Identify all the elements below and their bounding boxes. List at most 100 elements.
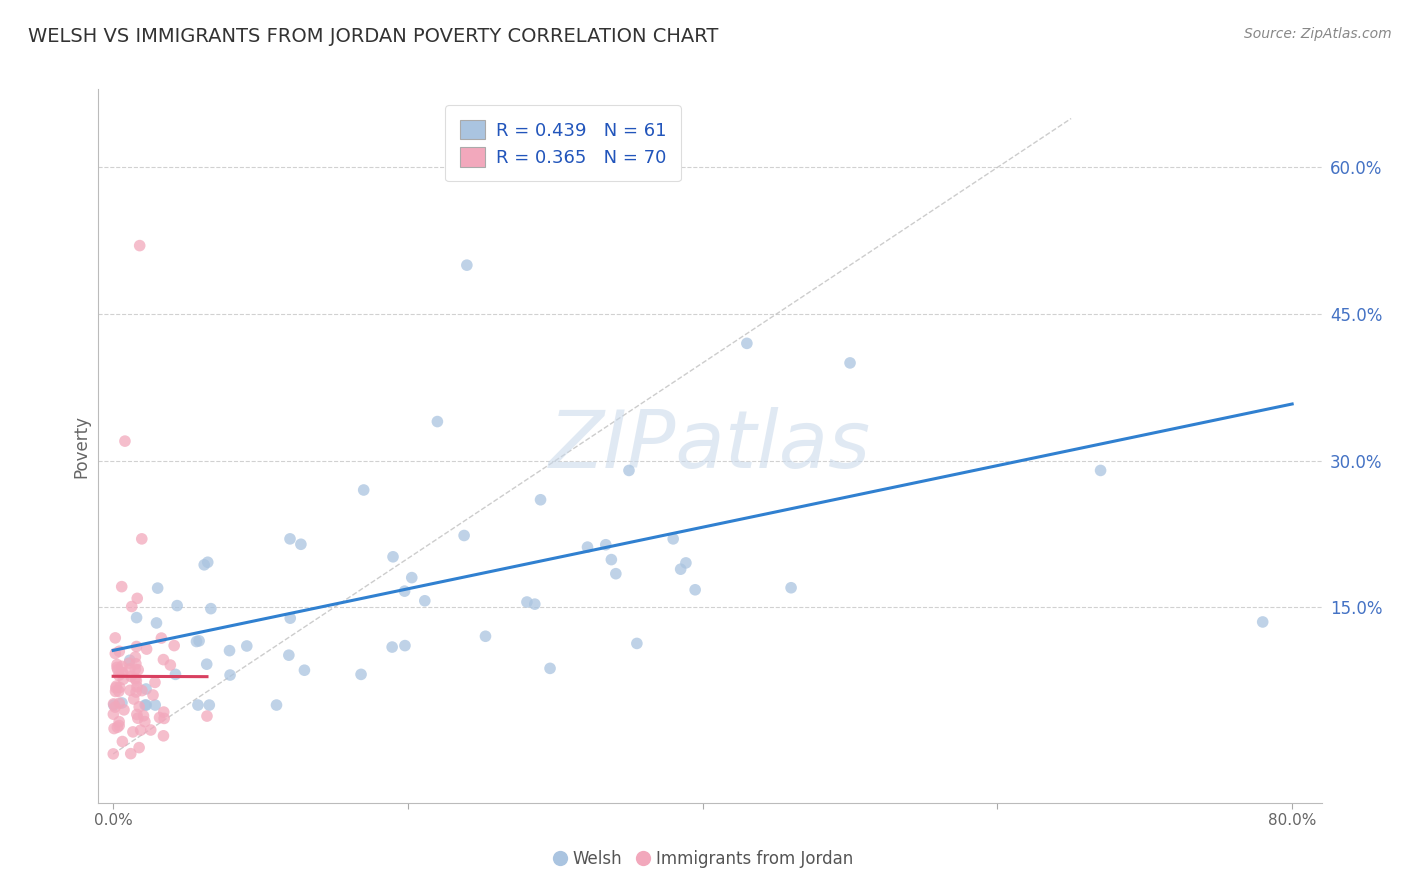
Point	[124, 662, 146, 676]
Point	[103, 707, 125, 722]
Point	[132, 708, 155, 723]
Point	[197, 555, 219, 569]
Point	[135, 681, 157, 696]
Point	[146, 581, 169, 595]
Point	[193, 558, 215, 572]
Point	[195, 709, 218, 723]
Point	[382, 549, 405, 564]
Point	[111, 580, 134, 594]
Point	[453, 528, 475, 542]
Point	[595, 538, 617, 552]
Point	[544, 161, 567, 175]
Point	[153, 711, 176, 725]
Text: Source: ZipAtlas.com: Source: ZipAtlas.com	[1244, 27, 1392, 41]
Point	[839, 356, 862, 370]
Point	[134, 714, 156, 729]
Text: WELSH VS IMMIGRANTS FROM JORDAN POVERTY CORRELATION CHART: WELSH VS IMMIGRANTS FROM JORDAN POVERTY …	[28, 27, 718, 45]
Point	[236, 639, 259, 653]
Point	[125, 680, 148, 694]
Point	[394, 584, 416, 599]
Point	[516, 595, 538, 609]
Point	[103, 697, 125, 711]
Point	[143, 675, 166, 690]
Point	[105, 660, 128, 674]
Point	[125, 640, 148, 654]
Point	[626, 636, 648, 650]
Text: ZIPatlas: ZIPatlas	[548, 407, 872, 485]
Point	[148, 710, 170, 724]
Point	[122, 692, 145, 706]
Point	[104, 647, 127, 661]
Point	[617, 463, 640, 477]
Point	[1090, 463, 1112, 477]
Point	[166, 599, 188, 613]
Point	[576, 540, 599, 554]
Point	[294, 663, 316, 677]
Point	[188, 633, 211, 648]
Point	[105, 720, 128, 734]
Point	[128, 238, 150, 252]
Point	[600, 552, 623, 566]
Point	[111, 659, 134, 673]
Point	[125, 707, 148, 722]
Point	[266, 698, 288, 712]
Point	[108, 718, 131, 732]
Point	[124, 672, 146, 686]
Legend: R = 0.439   N = 61, R = 0.365   N = 70: R = 0.439 N = 61, R = 0.365 N = 70	[446, 105, 681, 181]
Point	[143, 698, 166, 712]
Point	[108, 668, 131, 682]
Point	[127, 591, 149, 606]
Legend: Welsh, Immigrants from Jordan: Welsh, Immigrants from Jordan	[546, 844, 860, 875]
Point	[456, 258, 478, 272]
Point	[152, 705, 174, 719]
Point	[108, 714, 131, 729]
Point	[131, 532, 153, 546]
Point	[129, 723, 152, 738]
Point	[187, 698, 209, 712]
Point	[125, 673, 148, 688]
Point	[125, 610, 148, 624]
Point	[127, 711, 149, 725]
Point	[131, 683, 153, 698]
Point	[218, 643, 240, 657]
Point	[683, 582, 706, 597]
Point	[125, 685, 148, 699]
Point	[605, 566, 627, 581]
Point	[529, 492, 551, 507]
Point	[150, 631, 173, 645]
Point	[1251, 615, 1274, 629]
Point	[135, 642, 157, 657]
Point	[108, 681, 131, 695]
Point	[780, 581, 803, 595]
Point	[198, 698, 221, 712]
Point	[195, 657, 218, 672]
Point	[125, 657, 148, 671]
Point	[353, 483, 375, 497]
Point	[104, 681, 127, 695]
Point	[111, 696, 134, 710]
Point	[277, 648, 299, 662]
Point	[103, 722, 125, 736]
Point	[128, 699, 150, 714]
Point	[139, 723, 162, 737]
Point	[118, 662, 141, 676]
Point	[107, 684, 129, 698]
Point	[127, 663, 149, 677]
Point	[134, 698, 156, 712]
Point	[186, 634, 208, 648]
Point	[120, 747, 142, 761]
Point	[675, 556, 697, 570]
Point	[350, 667, 373, 681]
Point	[108, 696, 131, 710]
Y-axis label: Poverty: Poverty	[72, 415, 90, 477]
Point	[112, 703, 135, 717]
Point	[381, 640, 404, 654]
Point	[165, 667, 187, 681]
Point	[120, 683, 142, 698]
Point	[290, 537, 312, 551]
Point	[523, 597, 546, 611]
Point	[145, 615, 167, 630]
Point	[121, 599, 143, 614]
Point	[104, 684, 127, 698]
Point	[118, 656, 141, 670]
